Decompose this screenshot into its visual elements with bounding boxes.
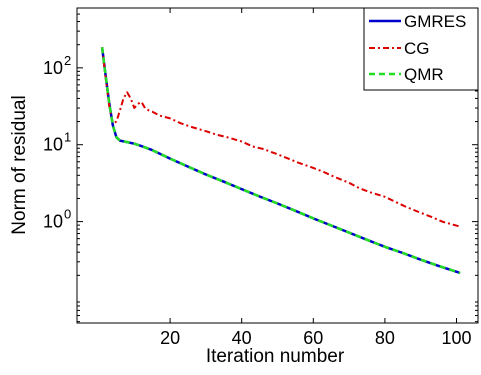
y-tick-label: 10 <box>43 212 63 232</box>
x-axis-title: Iteration number <box>206 346 345 367</box>
x-tick-label: 100 <box>441 328 471 348</box>
y-tick-exponent: 1 <box>64 130 71 145</box>
y-tick-exponent: 2 <box>64 53 71 68</box>
y-tick-label: 10 <box>43 135 63 155</box>
y-tick-label: 10 <box>43 58 63 78</box>
x-tick-label: 80 <box>375 328 395 348</box>
legend: GMRES CG QMR <box>363 7 479 91</box>
legend-gmres-label: GMRES <box>404 12 466 31</box>
legend-cg-label: CG <box>404 39 430 58</box>
x-tick-label: 20 <box>160 328 180 348</box>
series-line-cg <box>101 47 461 228</box>
series-layer <box>100 47 461 275</box>
x-tick-label: 60 <box>303 328 323 348</box>
series-line-qmr <box>100 47 461 275</box>
y-tick-exponent: 0 <box>64 207 71 222</box>
legend-qmr-label: QMR <box>404 65 444 84</box>
y-axis-title: Norm of residual <box>9 95 30 234</box>
x-tick-label: 40 <box>232 328 252 348</box>
